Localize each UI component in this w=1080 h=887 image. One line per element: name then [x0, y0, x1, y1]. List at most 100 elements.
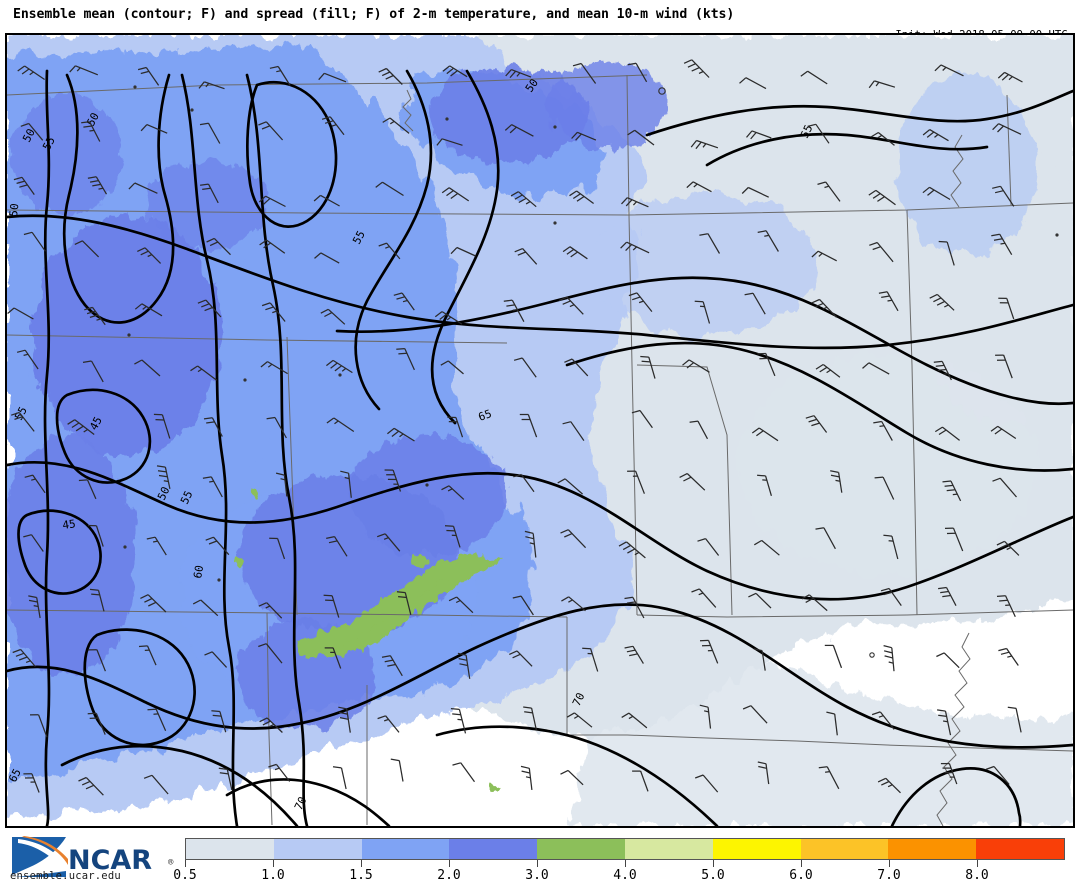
page-title: Ensemble mean (contour; F) and spread (f… [13, 7, 735, 22]
wind-barb [883, 644, 895, 672]
wind-barb [513, 357, 537, 378]
wind-barb [84, 306, 106, 326]
wind-barb [811, 298, 837, 318]
colorbar-tick-label: 8.0 [965, 868, 989, 883]
wind-barb [824, 644, 843, 669]
wind-barb [564, 358, 589, 377]
ncar-logo[interactable]: NCAR [8, 833, 168, 885]
wind-barb [557, 478, 584, 495]
colorbar-tick [185, 860, 186, 867]
wind-barb [20, 122, 44, 141]
spread-fill-3.0-4.0 [234, 491, 503, 790]
wind-barb [206, 237, 231, 256]
wind-barb [81, 121, 101, 142]
colorbar-tick [889, 860, 890, 867]
wind-barb [138, 645, 157, 666]
colorbar-tick [977, 860, 978, 867]
wind-barb [69, 65, 99, 76]
wind-barb [805, 415, 828, 433]
wind-barb [922, 129, 949, 142]
wind-barb [992, 185, 1015, 207]
wind-barb [514, 248, 538, 265]
contour-label: 70 [292, 795, 309, 813]
wind-barb [441, 485, 465, 500]
wind-barb [800, 70, 828, 85]
wind-barb [689, 420, 709, 440]
wind-barb [699, 704, 712, 729]
wind-barb [807, 123, 830, 144]
wind-barb [87, 524, 104, 547]
wind-barb [694, 300, 711, 324]
wind-barb [384, 469, 402, 492]
wind-barb [826, 711, 838, 736]
wind-barb [326, 535, 348, 557]
colorbar-tick-label: 4.0 [613, 868, 637, 883]
wind-barb [23, 231, 46, 252]
wind-barb [260, 361, 288, 375]
wind-barb [375, 181, 404, 197]
wind-barb [450, 707, 467, 734]
colorbar-tick-labels: 0.5 1.0 1.5 2.0 3.0 4.0 5.0 6.0 7.0 8.0 [173, 868, 1080, 886]
wind-barb [140, 124, 168, 134]
wind-barb [992, 477, 1017, 498]
wind-barb [562, 246, 588, 260]
colorbar-segment-4 [537, 839, 625, 859]
colorbar[interactable] [185, 838, 1065, 860]
wind-barb [326, 417, 355, 433]
wind-barb [558, 296, 584, 315]
wind-barb [699, 639, 719, 664]
wind-barb [269, 65, 291, 86]
wind-barb [29, 714, 48, 738]
colorbar-tick-label: 3.0 [525, 868, 549, 883]
wind-barb [78, 479, 97, 500]
wind-barb [621, 712, 648, 729]
wind-barb [211, 710, 227, 733]
wind-barb [332, 766, 347, 790]
wind-barb [751, 427, 779, 442]
wind-barb [376, 533, 401, 552]
contour-label: 60 [191, 564, 206, 579]
wind-barb [134, 303, 163, 317]
wind-barb [452, 762, 476, 783]
contour-label: 50 [84, 111, 102, 129]
wind-barb [697, 538, 720, 556]
wind-barb [441, 187, 470, 202]
ensemble-url-label: ensemble.ucar.edu [10, 870, 121, 882]
wind-barb [801, 594, 828, 612]
wind-barb [699, 233, 721, 254]
wind-barb [512, 595, 534, 616]
wind-barb [440, 360, 464, 375]
wind-barb [878, 291, 899, 312]
spread-fill-2.0-3.0 [7, 63, 667, 730]
wind-barb [691, 588, 717, 608]
wind-barb [338, 706, 351, 733]
wind-barb [377, 715, 400, 733]
colorbar-segment-3 [449, 839, 538, 859]
wind-barb [753, 539, 780, 556]
wind-barb [562, 421, 585, 441]
wind-barb [937, 709, 952, 736]
wind-barb [87, 176, 108, 195]
wind-barb [746, 130, 772, 140]
wind-barb [88, 649, 106, 672]
colorbar-tick-label: 1.5 [349, 868, 373, 883]
contour-label: 65 [7, 767, 24, 785]
wind-barb [883, 534, 899, 560]
footer-bar: NCAR ensemble.ucar.edu ® 0.5 1.0 1.5 2.0 3.0… [0, 828, 1080, 887]
weather-map-plot[interactable]: 50 50 55 50 55 50 55 55 45 45 50 55 60 6… [7, 35, 1073, 826]
wind-barb [434, 311, 463, 325]
colorbar-swatches[interactable] [185, 838, 1065, 860]
wind-barb [137, 66, 160, 86]
wind-barb [510, 191, 537, 208]
wind-barb [78, 776, 104, 796]
contour-label: 50 [20, 127, 38, 145]
wind-barb [387, 427, 415, 442]
colorbar-segment-8 [888, 839, 977, 859]
wind-barb [998, 647, 1019, 666]
wind-barb [23, 773, 40, 793]
map-canvas[interactable]: 50 50 55 50 55 50 55 55 45 45 50 55 60 6… [5, 33, 1075, 828]
wind-barb [156, 465, 171, 490]
wind-barb [340, 470, 352, 498]
wind-barb [998, 297, 1015, 320]
wind-barb [128, 182, 158, 194]
